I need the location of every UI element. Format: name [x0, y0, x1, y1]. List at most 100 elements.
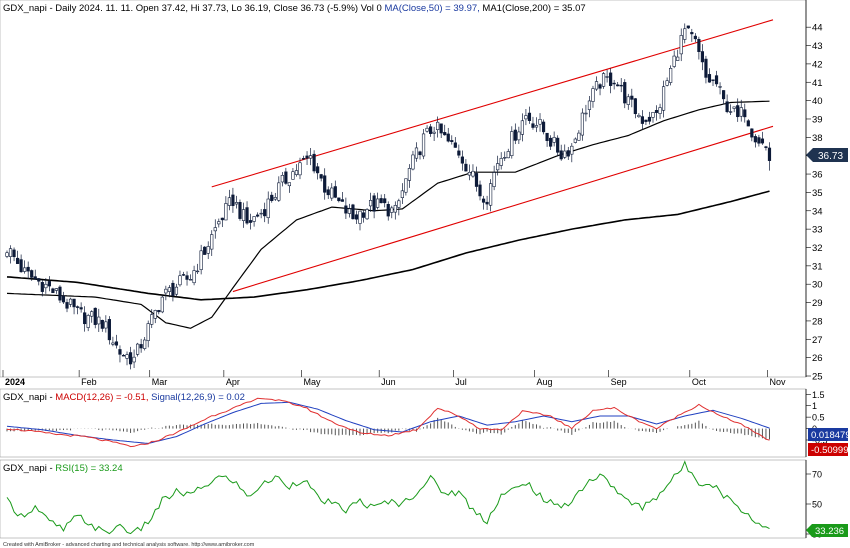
- candle: [453, 137, 457, 148]
- candle: [146, 320, 150, 348]
- candle: [658, 103, 662, 119]
- candle-body: [616, 84, 620, 87]
- candle: [418, 150, 422, 160]
- candle-body: [471, 170, 475, 177]
- candle-body: [474, 173, 479, 187]
- candle-body: [446, 133, 450, 142]
- candle-body: [460, 156, 464, 164]
- candle: [79, 302, 83, 313]
- candle: [178, 270, 182, 287]
- candle: [210, 230, 214, 256]
- candle: [365, 208, 369, 220]
- candle-body: [51, 288, 55, 294]
- candle: [33, 269, 37, 280]
- candle-body: [30, 270, 34, 278]
- candle-body: [248, 220, 253, 223]
- candle-body: [153, 310, 157, 319]
- candle: [118, 345, 122, 363]
- price-tick-label: 39: [812, 114, 823, 125]
- candle: [245, 201, 249, 225]
- candle-body: [287, 182, 292, 187]
- candle-body: [294, 170, 299, 175]
- candle: [651, 111, 655, 123]
- ma200-line-layer: [6, 190, 770, 301]
- candle-body: [496, 163, 500, 171]
- candle: [291, 167, 295, 180]
- candle: [549, 135, 553, 151]
- candle: [174, 283, 179, 297]
- candle-body: [693, 35, 697, 40]
- candle: [633, 97, 637, 119]
- candle: [100, 319, 104, 332]
- rsi-tick-label: 70: [812, 470, 822, 480]
- candle-body: [185, 275, 189, 280]
- month-label: Aug: [537, 377, 553, 387]
- candle: [344, 197, 348, 219]
- candle-body: [418, 151, 422, 156]
- rsi-header-rsi: RSI(15) = 33.24: [55, 463, 122, 474]
- candle: [457, 144, 461, 159]
- candle: [386, 201, 390, 221]
- candle: [354, 210, 359, 225]
- candle: [150, 309, 154, 329]
- candle-body: [753, 136, 757, 143]
- candle: [185, 271, 189, 286]
- candle: [30, 269, 34, 281]
- candle-body: [263, 209, 267, 217]
- candle-body: [54, 288, 59, 291]
- candle: [513, 123, 517, 145]
- candle-body: [188, 279, 193, 281]
- candle: [128, 346, 133, 370]
- candle: [358, 210, 362, 231]
- candle: [718, 82, 722, 95]
- candle: [393, 201, 397, 220]
- candle-body: [746, 120, 750, 127]
- candle: [121, 354, 126, 357]
- candle: [545, 132, 549, 147]
- candle: [86, 313, 90, 332]
- candle: [503, 151, 507, 162]
- candle-body: [393, 205, 397, 213]
- candle-body: [573, 138, 577, 143]
- candle-body: [12, 249, 16, 258]
- candle: [743, 103, 747, 123]
- candle-body: [506, 151, 510, 159]
- candle: [609, 68, 613, 94]
- macd-header-prefix: GDX_napi -: [3, 392, 55, 403]
- candle-body: [556, 137, 560, 153]
- candle-body: [580, 112, 584, 136]
- price-tick-label: 40: [812, 96, 823, 107]
- candle-body: [312, 153, 316, 172]
- candle-body: [640, 116, 644, 124]
- candle-body: [605, 76, 609, 78]
- candle-body: [538, 119, 542, 125]
- candle: [499, 152, 503, 170]
- candle: [61, 291, 66, 305]
- candle-body: [330, 187, 334, 199]
- candle-body: [414, 147, 419, 159]
- price-tick-label: 33: [812, 225, 823, 236]
- candle-body: [750, 128, 754, 138]
- month-label: Sep: [611, 377, 627, 387]
- candle: [570, 143, 574, 163]
- candle: [556, 135, 560, 157]
- candle: [199, 244, 203, 275]
- candle-body: [718, 86, 722, 88]
- candle: [234, 195, 239, 209]
- candle-body: [280, 174, 284, 183]
- candle-body: [453, 142, 457, 148]
- candle-body: [358, 210, 362, 224]
- candle-body: [160, 296, 164, 313]
- rsi-value-label: 33.236: [815, 526, 844, 537]
- candle: [231, 187, 235, 213]
- candle-body: [181, 274, 186, 276]
- candle: [333, 180, 337, 199]
- price-tick-label: 36: [812, 170, 823, 181]
- candle-body: [259, 212, 263, 215]
- candle: [23, 260, 27, 274]
- candle-body: [344, 205, 348, 214]
- candle-body: [111, 342, 115, 345]
- candle-body: [305, 155, 309, 159]
- candle: [714, 70, 719, 87]
- candle: [552, 131, 556, 147]
